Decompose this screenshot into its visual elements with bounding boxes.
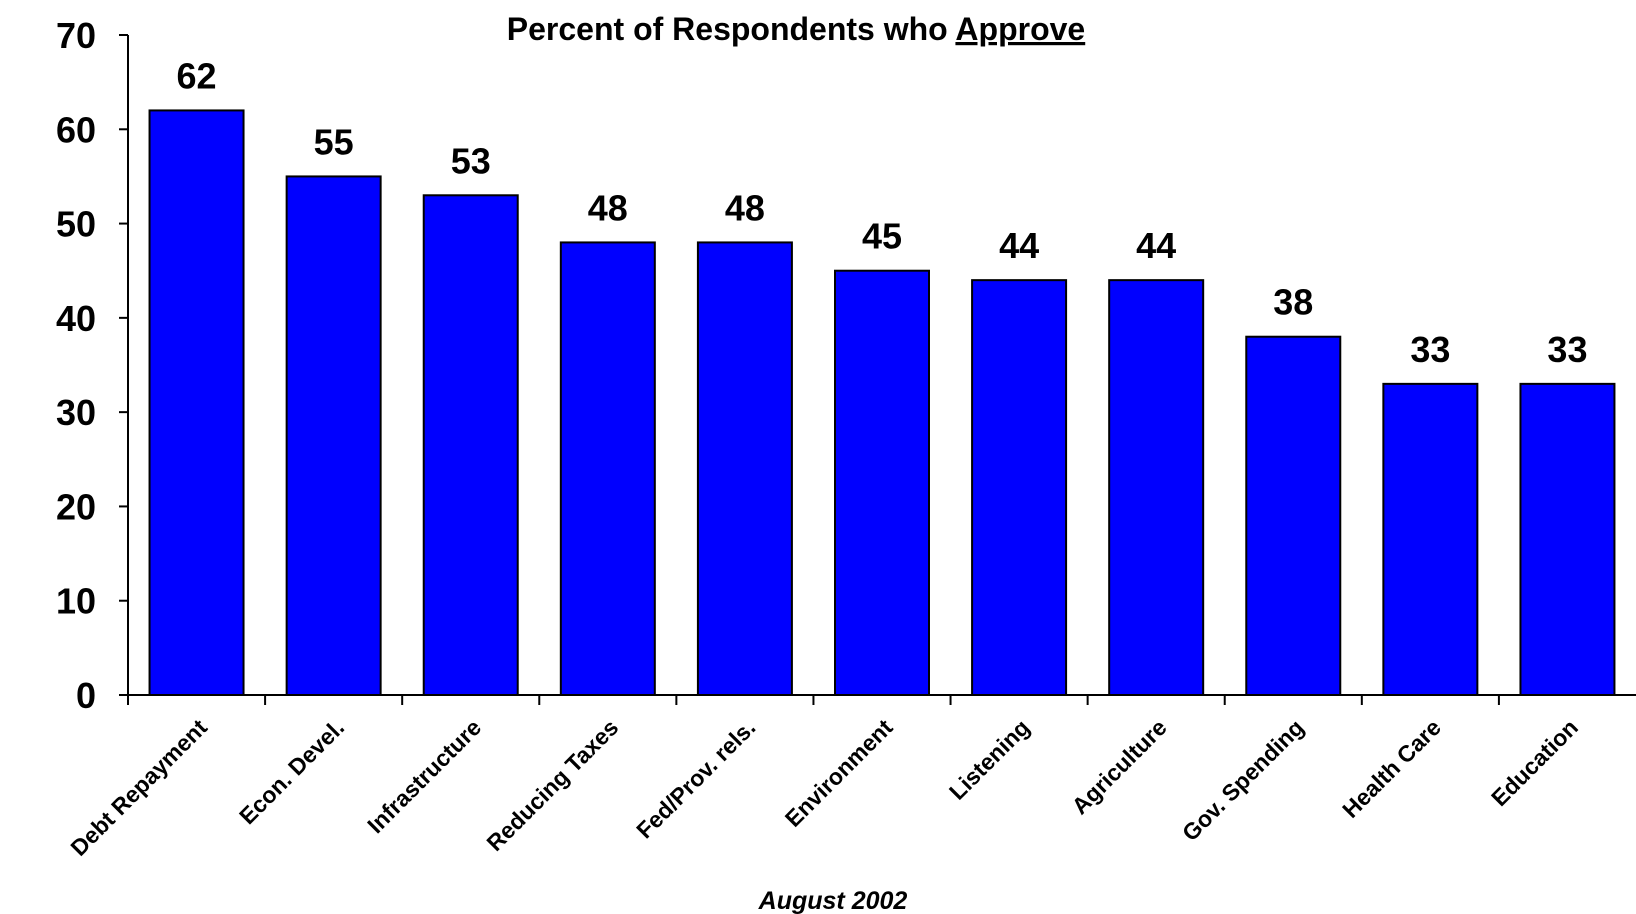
x-axis-label: August 2002 xyxy=(758,887,908,914)
bar-3 xyxy=(559,241,656,697)
bar-8 xyxy=(1245,335,1342,696)
chart-title: Percent of Respondents who Approve xyxy=(507,11,1085,47)
y-tick-label-6: 60 xyxy=(56,109,96,150)
y-tick-label-4: 40 xyxy=(56,298,96,339)
x-tick-label-8: Gov. Spending xyxy=(1177,714,1309,846)
bar-2 xyxy=(422,194,519,697)
y-tick-label-5: 50 xyxy=(56,204,96,245)
data-label-5: 45 xyxy=(862,216,902,257)
data-label-3: 48 xyxy=(588,187,628,228)
data-label-2: 53 xyxy=(451,140,491,181)
y-tick-label-3: 30 xyxy=(56,392,96,433)
x-tick-label-3: Reducing Taxes xyxy=(481,714,623,856)
data-label-9: 33 xyxy=(1410,329,1450,370)
data-label-7: 44 xyxy=(1136,225,1176,266)
chart-title-text: Percent of Respondents who xyxy=(507,11,956,47)
x-tick-label-4: Fed/Prov. rels. xyxy=(631,714,760,843)
data-label-6: 44 xyxy=(999,225,1039,266)
bar-10 xyxy=(1519,382,1616,696)
x-tick-label-5: Environment xyxy=(780,714,898,832)
bar-6 xyxy=(971,279,1068,696)
data-label-4: 48 xyxy=(725,187,765,228)
x-tick-label-10: Education xyxy=(1486,714,1583,811)
bars-group: 62 55 53 48 48 45 44 44 38 33 33 xyxy=(148,55,1616,697)
y-tick-label-7: 70 xyxy=(56,15,96,56)
bar-7 xyxy=(1108,279,1205,696)
data-label-8: 38 xyxy=(1273,282,1313,323)
y-tick-label-1: 10 xyxy=(56,581,96,622)
x-tick-label-7: Agriculture xyxy=(1067,714,1172,819)
bar-4 xyxy=(696,241,793,697)
bar-9 xyxy=(1382,382,1479,696)
x-tick-label-9: Health Care xyxy=(1337,714,1446,823)
x-tick-label-6: Listening xyxy=(944,714,1035,805)
data-label-1: 55 xyxy=(314,121,354,162)
chart-title-emphasis: Approve xyxy=(955,11,1085,47)
bar-1 xyxy=(285,175,382,696)
bar-5 xyxy=(834,269,930,696)
bar-0 xyxy=(148,109,245,696)
y-tick-label-0: 0 xyxy=(76,675,96,716)
x-tick-label-1: Econ. Devel. xyxy=(234,714,349,829)
data-label-10: 33 xyxy=(1547,329,1587,370)
x-tick-label-2: Infrastructure xyxy=(362,714,486,838)
y-tick-label-2: 20 xyxy=(56,486,96,527)
x-tick-label-0: Debt Repayment xyxy=(65,714,212,861)
data-label-0: 62 xyxy=(177,55,217,96)
